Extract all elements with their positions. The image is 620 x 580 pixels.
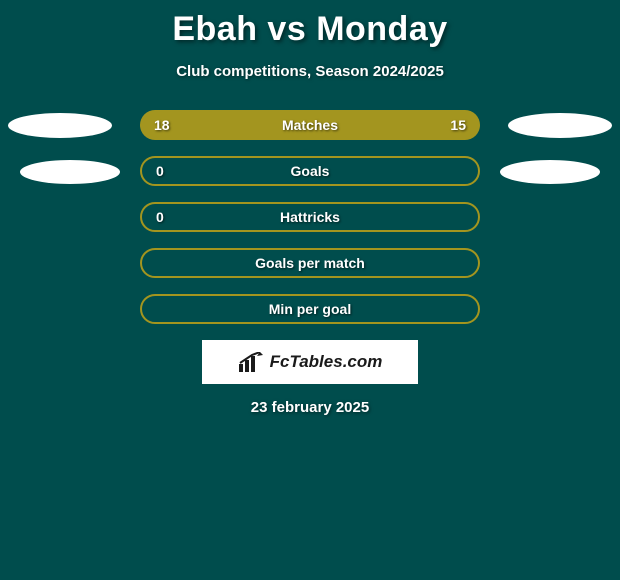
player-right-ellipse bbox=[500, 160, 600, 184]
stat-row: 0 Hattricks bbox=[0, 202, 620, 232]
stat-pill: Min per goal bbox=[140, 294, 480, 324]
stat-row: Goals per match bbox=[0, 248, 620, 278]
stat-left-value: 0 bbox=[156, 209, 164, 225]
stat-label: Goals bbox=[291, 163, 330, 179]
stat-label: Min per goal bbox=[269, 301, 351, 317]
player-left-ellipse bbox=[8, 113, 112, 138]
stat-row: Min per goal bbox=[0, 294, 620, 324]
player-left-ellipse bbox=[20, 160, 120, 184]
stat-label: Goals per match bbox=[255, 255, 365, 271]
stat-label: Matches bbox=[282, 117, 338, 133]
date-label: 23 february 2025 bbox=[0, 399, 620, 416]
stat-left-value: 0 bbox=[156, 163, 164, 179]
player-right-ellipse bbox=[508, 113, 612, 138]
stat-pill: 0 Goals bbox=[140, 156, 480, 186]
stat-label: Hattricks bbox=[280, 209, 340, 225]
chart-icon bbox=[238, 352, 266, 372]
stat-right-value: 15 bbox=[450, 117, 466, 133]
brand-label: FcTables.com bbox=[270, 352, 383, 372]
stat-pill: Goals per match bbox=[140, 248, 480, 278]
brand-box: FcTables.com bbox=[202, 340, 418, 384]
page-subtitle: Club competitions, Season 2024/2025 bbox=[0, 63, 620, 80]
stat-row: 0 Goals bbox=[0, 156, 620, 186]
page-title: Ebah vs Monday bbox=[0, 0, 620, 49]
stats-rows: 18 Matches 15 0 Goals 0 Hattricks Goals per mat… bbox=[0, 110, 620, 324]
stat-left-value: 18 bbox=[154, 117, 170, 133]
stat-pill: 18 Matches 15 bbox=[140, 110, 480, 140]
stat-row: 18 Matches 15 bbox=[0, 110, 620, 140]
stat-pill: 0 Hattricks bbox=[140, 202, 480, 232]
